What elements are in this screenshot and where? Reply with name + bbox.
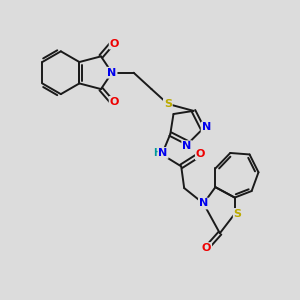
Text: O: O: [110, 39, 119, 49]
Text: O: O: [196, 149, 205, 160]
Text: O: O: [110, 97, 119, 107]
Text: S: S: [164, 99, 172, 109]
Text: O: O: [202, 243, 211, 253]
Text: N: N: [158, 148, 168, 158]
Text: N: N: [107, 68, 117, 78]
Text: H: H: [153, 148, 161, 158]
Text: N: N: [202, 122, 211, 132]
Text: N: N: [182, 141, 191, 151]
Text: N: N: [199, 199, 208, 208]
Text: S: S: [234, 209, 242, 219]
